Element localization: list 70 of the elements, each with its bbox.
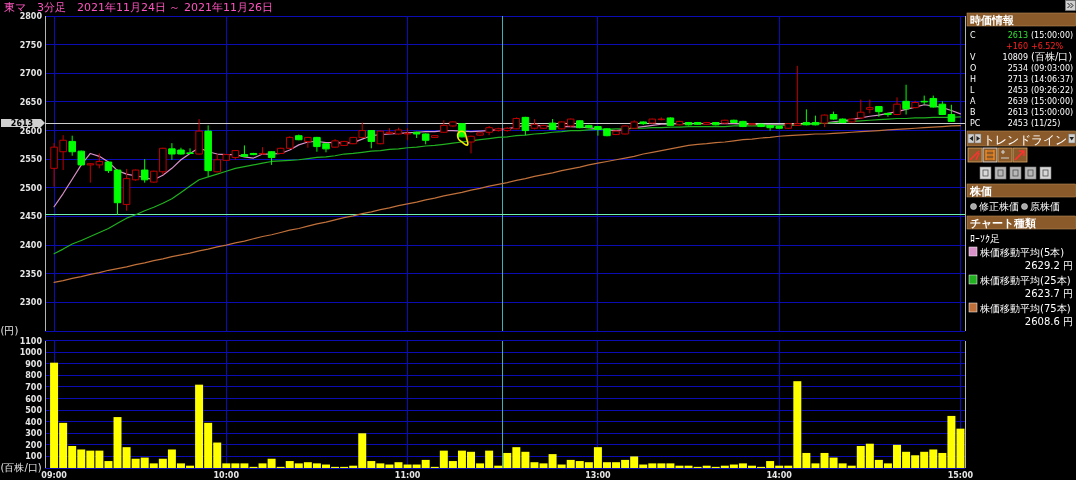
text: 2713 <box>1007 75 1028 84</box>
text: (百株/口) <box>1031 51 1073 62</box>
text: 2623.7 円 <box>1024 288 1073 299</box>
y-tick-label: 2500 <box>19 183 43 193</box>
y-tick-label: 600 <box>25 394 43 404</box>
y-tick-label: 500 <box>25 406 43 416</box>
x-tick-label: 15:00 <box>947 471 974 480</box>
text: ﾛｰｿｸ足 <box>970 233 1000 244</box>
y-tick-label: 300 <box>25 429 43 439</box>
text: 株価 <box>969 184 992 198</box>
text: 修正株価 <box>979 201 1019 212</box>
y-tick-label: 2650 <box>19 97 43 107</box>
y-tick-label: 2800 <box>19 12 43 21</box>
text: 2613 <box>1007 31 1028 40</box>
x-tick-label: 09:00 <box>41 471 68 480</box>
y-tick-label: 2350 <box>19 269 43 279</box>
text: (09:03:00) <box>1031 64 1074 73</box>
text: +6.52% <box>1031 42 1064 51</box>
text: (11/25) <box>1031 119 1061 128</box>
y-tick-label: 2400 <box>19 241 43 251</box>
text: トレンドライン <box>983 132 1067 147</box>
y-tick-label: 100 <box>25 452 43 462</box>
text: L <box>970 86 975 95</box>
text: A <box>970 97 976 106</box>
text: B <box>970 108 976 117</box>
text: (15:00:00) <box>1031 108 1074 117</box>
text: +160 <box>1006 42 1028 51</box>
text: (09:26:22) <box>1031 86 1074 95</box>
text: C <box>970 31 976 40</box>
text: 2534 <box>1007 64 1028 73</box>
y-tick-label: 1100 <box>19 336 43 346</box>
text: 2453 <box>1007 86 1028 95</box>
x-tick-label: 10:00 <box>213 471 240 480</box>
y-tick-label: 2450 <box>19 212 43 222</box>
text: 時価情報 <box>970 13 1015 27</box>
text: V <box>970 53 976 62</box>
y-tick-label: 2750 <box>19 40 43 50</box>
y-tick-label: 2600 <box>19 126 43 136</box>
text: 2608.6 円 <box>1024 316 1073 327</box>
y-tick-label: 700 <box>25 382 43 392</box>
text: (15:00:00) <box>1031 31 1074 40</box>
y-tick-label: 2550 <box>19 155 43 165</box>
text: 2629.2 円 <box>1024 260 1073 271</box>
ref-line-label: 2613 <box>10 119 34 129</box>
text: 2453 <box>1007 119 1028 128</box>
text: (14:06:37) <box>1031 75 1074 84</box>
text: H <box>970 75 977 84</box>
y-tick-label: 800 <box>25 371 43 381</box>
y-axis-title: (百株/口) <box>0 461 42 473</box>
x-tick-label: 14:00 <box>766 471 793 480</box>
legend-label: 株価移動平均(25本) <box>979 275 1071 286</box>
y-tick-label: 2300 <box>19 298 43 308</box>
text: (15:00:00) <box>1031 97 1074 106</box>
text: 2613 <box>1007 108 1028 117</box>
y-tick-label: 200 <box>25 440 43 450</box>
legend-label: 株価移動平均(5本) <box>979 247 1065 258</box>
text: 10809 <box>1002 53 1028 62</box>
text: O <box>970 64 977 73</box>
text: PC <box>970 119 981 128</box>
y-tick-label: 2700 <box>19 69 43 79</box>
x-tick-label: 11:00 <box>394 471 421 480</box>
text: 2639 <box>1007 97 1028 106</box>
text: 原株価 <box>1030 201 1060 212</box>
x-tick-label: 13:00 <box>585 471 612 480</box>
y-tick-label: 900 <box>25 359 43 369</box>
y-tick-label: 1000 <box>19 348 43 358</box>
text: チャート種類 <box>970 216 1036 230</box>
y-tick-label: 400 <box>25 417 43 427</box>
y-axis-title: (円) <box>0 324 19 336</box>
legend-label: 株価移動平均(75本) <box>979 303 1071 314</box>
